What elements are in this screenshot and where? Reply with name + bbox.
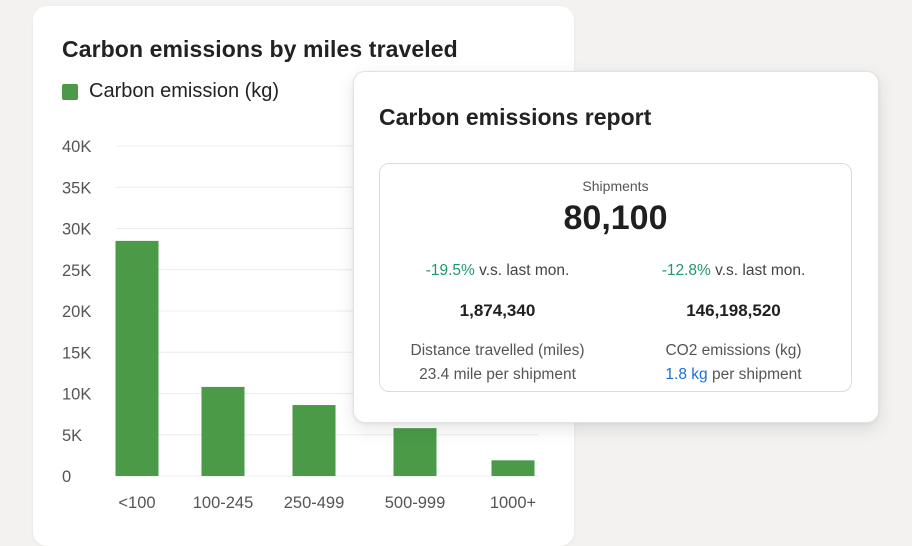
- chart-title: Carbon emissions by miles traveled: [62, 36, 458, 62]
- co2-per-shipment: 1.8 kg per shipment: [616, 366, 851, 386]
- distance-label: Distance travelled (miles): [410, 342, 585, 359]
- distance-column: -19.5% v.s. last mon. 1,874,340 Distance…: [380, 262, 615, 386]
- co2-change-pct: -12.8%: [661, 262, 711, 279]
- bar-chart: 0 5K 10K 15K 20K 25K 30K 35K 40K <100 100-245 250-4…: [62, 138, 538, 510]
- x-tick-label: 250-499: [284, 494, 345, 510]
- y-tick-label: 5K: [62, 427, 82, 445]
- co2-per-shipment-value: 1.8 kg: [665, 366, 708, 383]
- y-tick-label: 10K: [62, 386, 91, 404]
- co2-per-shipment-suffix: per shipment: [707, 366, 802, 383]
- x-tick-label: 500-999: [385, 494, 446, 510]
- bar-1[interactable]: [201, 386, 245, 476]
- distance-change: -19.5% v.s. last mon.: [380, 262, 615, 282]
- chart-legend: Carbon emission (kg): [62, 80, 279, 103]
- shipments-label: Shipments: [582, 178, 649, 194]
- legend-label: Carbon emission (kg): [89, 80, 280, 102]
- y-tick-label: 30K: [62, 221, 91, 239]
- shipments-value: 80,100: [563, 199, 668, 237]
- x-tick-label: <100: [118, 494, 155, 510]
- y-tick-label: 0: [62, 468, 71, 486]
- bar-2[interactable]: [292, 405, 336, 476]
- bar-4[interactable]: [491, 460, 535, 476]
- distance-change-suffix: v.s. last mon.: [474, 262, 570, 279]
- bar-3[interactable]: [393, 428, 437, 476]
- co2-label: CO2 emissions (kg): [665, 342, 802, 359]
- x-tick-label: 1000+: [490, 494, 536, 510]
- y-tick-label: 35K: [62, 179, 91, 197]
- report-title: Carbon emissions report: [379, 104, 652, 130]
- co2-change-suffix: v.s. last mon.: [710, 262, 806, 279]
- x-tick-label: 100-245: [193, 494, 254, 510]
- distance-change-pct: -19.5%: [425, 262, 475, 279]
- co2-value: 146,198,520: [686, 301, 781, 320]
- report-summary-panel: Shipments 80,100 -19.5% v.s. last mon. 1…: [379, 163, 852, 392]
- report-card: Carbon emissions report Shipments 80,100…: [353, 71, 879, 423]
- co2-column: -12.8% v.s. last mon. 146,198,520 CO2 em…: [616, 262, 851, 386]
- y-tick-label: 20K: [62, 303, 91, 321]
- bar-0[interactable]: [115, 240, 159, 476]
- y-tick-label: 15K: [62, 344, 91, 362]
- y-tick-label: 25K: [62, 262, 91, 280]
- co2-change: -12.8% v.s. last mon.: [616, 262, 851, 282]
- distance-value: 1,874,340: [459, 301, 536, 320]
- distance-per-shipment: 23.4 mile per shipment: [419, 366, 576, 383]
- y-tick-label: 40K: [62, 138, 91, 156]
- legend-swatch: [62, 83, 78, 100]
